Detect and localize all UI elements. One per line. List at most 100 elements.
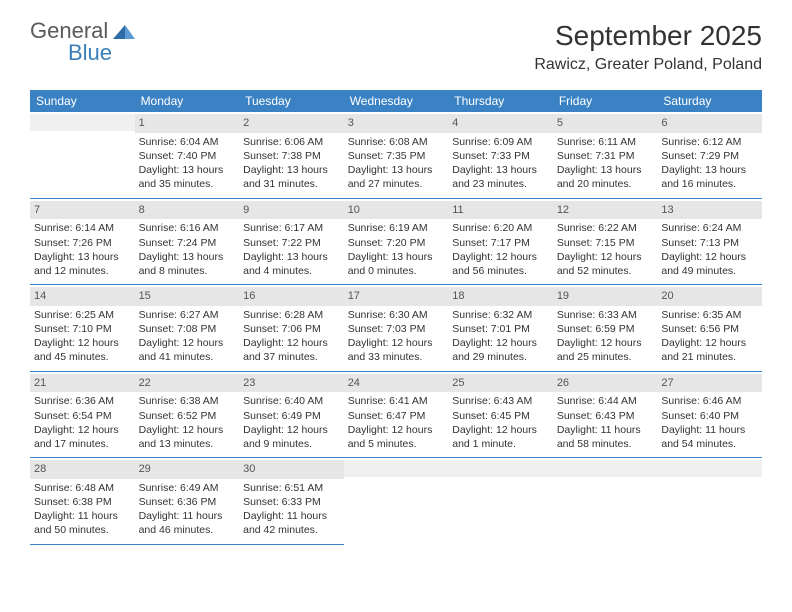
day-number: 21: [30, 374, 135, 393]
page-header: General Blue September 2025 Rawicz, Grea…: [0, 0, 792, 82]
sunrise-line: Sunrise: 6:20 AM: [452, 221, 549, 235]
sunrise-line: Sunrise: 6:41 AM: [348, 394, 445, 408]
calendar-body: 1Sunrise: 6:04 AMSunset: 7:40 PMDaylight…: [30, 112, 762, 544]
dayname-saturday: Saturday: [657, 90, 762, 112]
day-number-empty: [657, 460, 762, 477]
sunset-line: Sunset: 7:20 PM: [348, 236, 445, 250]
day-number: 27: [657, 374, 762, 393]
sunset-line: Sunset: 7:33 PM: [452, 149, 549, 163]
daylight-line: Daylight: 12 hours and 29 minutes.: [452, 336, 549, 364]
calendar-cell: 13Sunrise: 6:24 AMSunset: 7:13 PMDayligh…: [657, 198, 762, 285]
location: Rawicz, Greater Poland, Poland: [534, 56, 762, 74]
calendar-cell: 26Sunrise: 6:44 AMSunset: 6:43 PMDayligh…: [553, 371, 658, 458]
sunset-line: Sunset: 7:06 PM: [243, 322, 340, 336]
sunset-line: Sunset: 7:38 PM: [243, 149, 340, 163]
dayname-wednesday: Wednesday: [344, 90, 449, 112]
sunset-line: Sunset: 6:43 PM: [557, 409, 654, 423]
sunset-line: Sunset: 6:40 PM: [661, 409, 758, 423]
daylight-line: Daylight: 13 hours and 8 minutes.: [139, 250, 236, 278]
daylight-line: Daylight: 13 hours and 20 minutes.: [557, 163, 654, 191]
sunset-line: Sunset: 7:31 PM: [557, 149, 654, 163]
calendar-cell: 29Sunrise: 6:49 AMSunset: 6:36 PMDayligh…: [135, 458, 240, 545]
day-number: 13: [657, 201, 762, 220]
sunrise-line: Sunrise: 6:24 AM: [661, 221, 758, 235]
calendar-cell: 3Sunrise: 6:08 AMSunset: 7:35 PMDaylight…: [344, 112, 449, 198]
sunset-line: Sunset: 7:24 PM: [139, 236, 236, 250]
daylight-line: Daylight: 12 hours and 56 minutes.: [452, 250, 549, 278]
calendar-cell: 1Sunrise: 6:04 AMSunset: 7:40 PMDaylight…: [135, 112, 240, 198]
calendar-cell: 9Sunrise: 6:17 AMSunset: 7:22 PMDaylight…: [239, 198, 344, 285]
sunrise-line: Sunrise: 6:30 AM: [348, 308, 445, 322]
sunset-line: Sunset: 7:29 PM: [661, 149, 758, 163]
day-number: 12: [553, 201, 658, 220]
sunset-line: Sunset: 6:52 PM: [139, 409, 236, 423]
day-number: 19: [553, 287, 658, 306]
sunrise-line: Sunrise: 6:44 AM: [557, 394, 654, 408]
day-number: 26: [553, 374, 658, 393]
calendar-row: 28Sunrise: 6:48 AMSunset: 6:38 PMDayligh…: [30, 458, 762, 545]
sunset-line: Sunset: 7:08 PM: [139, 322, 236, 336]
day-number: 10: [344, 201, 449, 220]
logo-text-block: General Blue: [30, 20, 135, 64]
calendar-cell: 18Sunrise: 6:32 AMSunset: 7:01 PMDayligh…: [448, 285, 553, 372]
sunset-line: Sunset: 7:01 PM: [452, 322, 549, 336]
calendar-cell: 12Sunrise: 6:22 AMSunset: 7:15 PMDayligh…: [553, 198, 658, 285]
calendar-cell: 10Sunrise: 6:19 AMSunset: 7:20 PMDayligh…: [344, 198, 449, 285]
logo-general: General: [30, 18, 108, 43]
calendar-cell: [553, 458, 658, 545]
sunrise-line: Sunrise: 6:35 AM: [661, 308, 758, 322]
day-number-empty: [344, 460, 449, 477]
sunset-line: Sunset: 7:40 PM: [139, 149, 236, 163]
daylight-line: Daylight: 12 hours and 25 minutes.: [557, 336, 654, 364]
calendar-cell: 5Sunrise: 6:11 AMSunset: 7:31 PMDaylight…: [553, 112, 658, 198]
daylight-line: Daylight: 13 hours and 23 minutes.: [452, 163, 549, 191]
calendar-cell: 15Sunrise: 6:27 AMSunset: 7:08 PMDayligh…: [135, 285, 240, 372]
sunrise-line: Sunrise: 6:19 AM: [348, 221, 445, 235]
daylight-line: Daylight: 12 hours and 49 minutes.: [661, 250, 758, 278]
sunrise-line: Sunrise: 6:12 AM: [661, 135, 758, 149]
day-number: 15: [135, 287, 240, 306]
daylight-line: Daylight: 11 hours and 54 minutes.: [661, 423, 758, 451]
calendar-cell: 16Sunrise: 6:28 AMSunset: 7:06 PMDayligh…: [239, 285, 344, 372]
day-number: 22: [135, 374, 240, 393]
daylight-line: Daylight: 12 hours and 33 minutes.: [348, 336, 445, 364]
calendar-cell: 4Sunrise: 6:09 AMSunset: 7:33 PMDaylight…: [448, 112, 553, 198]
dayname-friday: Friday: [553, 90, 658, 112]
sunrise-line: Sunrise: 6:17 AM: [243, 221, 340, 235]
day-number: 24: [344, 374, 449, 393]
sunset-line: Sunset: 6:54 PM: [34, 409, 131, 423]
daylight-line: Daylight: 12 hours and 1 minute.: [452, 423, 549, 451]
calendar-cell: [30, 112, 135, 198]
sunset-line: Sunset: 7:17 PM: [452, 236, 549, 250]
calendar-header-row: Sunday Monday Tuesday Wednesday Thursday…: [30, 90, 762, 112]
daylight-line: Daylight: 11 hours and 46 minutes.: [139, 509, 236, 537]
logo-blue: Blue: [68, 42, 135, 64]
daylight-line: Daylight: 12 hours and 21 minutes.: [661, 336, 758, 364]
day-number: 9: [239, 201, 344, 220]
sunset-line: Sunset: 7:35 PM: [348, 149, 445, 163]
sunrise-line: Sunrise: 6:40 AM: [243, 394, 340, 408]
calendar-cell: 11Sunrise: 6:20 AMSunset: 7:17 PMDayligh…: [448, 198, 553, 285]
sunrise-line: Sunrise: 6:22 AM: [557, 221, 654, 235]
sunset-line: Sunset: 7:15 PM: [557, 236, 654, 250]
day-number-empty: [448, 460, 553, 477]
calendar-row: 14Sunrise: 6:25 AMSunset: 7:10 PMDayligh…: [30, 285, 762, 372]
day-number: 5: [553, 114, 658, 133]
calendar-row: 21Sunrise: 6:36 AMSunset: 6:54 PMDayligh…: [30, 371, 762, 458]
day-number: 6: [657, 114, 762, 133]
daylight-line: Daylight: 12 hours and 41 minutes.: [139, 336, 236, 364]
daylight-line: Daylight: 12 hours and 52 minutes.: [557, 250, 654, 278]
calendar-cell: 24Sunrise: 6:41 AMSunset: 6:47 PMDayligh…: [344, 371, 449, 458]
calendar-cell: [344, 458, 449, 545]
sunset-line: Sunset: 6:45 PM: [452, 409, 549, 423]
sunset-line: Sunset: 6:36 PM: [139, 495, 236, 509]
day-number: 29: [135, 460, 240, 479]
title-block: September 2025 Rawicz, Greater Poland, P…: [534, 20, 762, 74]
sunrise-line: Sunrise: 6:38 AM: [139, 394, 236, 408]
day-number: 20: [657, 287, 762, 306]
calendar-cell: 22Sunrise: 6:38 AMSunset: 6:52 PMDayligh…: [135, 371, 240, 458]
calendar-cell: 14Sunrise: 6:25 AMSunset: 7:10 PMDayligh…: [30, 285, 135, 372]
day-number-empty: [553, 460, 658, 477]
sunrise-line: Sunrise: 6:08 AM: [348, 135, 445, 149]
day-number: 4: [448, 114, 553, 133]
